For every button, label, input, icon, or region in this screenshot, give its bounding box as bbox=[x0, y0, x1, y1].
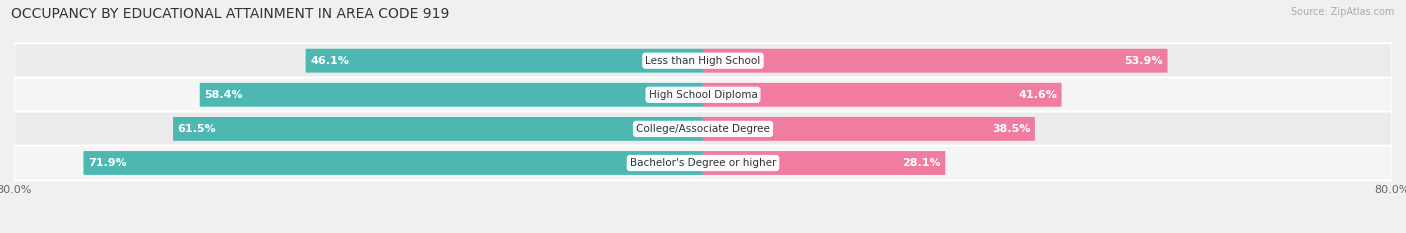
FancyBboxPatch shape bbox=[703, 117, 1035, 141]
Text: 71.9%: 71.9% bbox=[89, 158, 127, 168]
Text: 41.6%: 41.6% bbox=[1018, 90, 1057, 100]
FancyBboxPatch shape bbox=[703, 49, 1167, 73]
Text: College/Associate Degree: College/Associate Degree bbox=[636, 124, 770, 134]
FancyBboxPatch shape bbox=[14, 146, 1392, 180]
Text: Bachelor's Degree or higher: Bachelor's Degree or higher bbox=[630, 158, 776, 168]
FancyBboxPatch shape bbox=[14, 43, 1392, 78]
Text: 28.1%: 28.1% bbox=[903, 158, 941, 168]
FancyBboxPatch shape bbox=[83, 151, 703, 175]
Text: Source: ZipAtlas.com: Source: ZipAtlas.com bbox=[1291, 7, 1395, 17]
Text: OCCUPANCY BY EDUCATIONAL ATTAINMENT IN AREA CODE 919: OCCUPANCY BY EDUCATIONAL ATTAINMENT IN A… bbox=[11, 7, 450, 21]
Text: 53.9%: 53.9% bbox=[1125, 56, 1163, 66]
Text: 58.4%: 58.4% bbox=[204, 90, 243, 100]
Text: 46.1%: 46.1% bbox=[311, 56, 349, 66]
Text: 61.5%: 61.5% bbox=[177, 124, 217, 134]
FancyBboxPatch shape bbox=[703, 83, 1062, 107]
Text: 38.5%: 38.5% bbox=[991, 124, 1031, 134]
FancyBboxPatch shape bbox=[305, 49, 703, 73]
FancyBboxPatch shape bbox=[14, 77, 1392, 112]
Text: Less than High School: Less than High School bbox=[645, 56, 761, 66]
FancyBboxPatch shape bbox=[173, 117, 703, 141]
FancyBboxPatch shape bbox=[703, 151, 945, 175]
FancyBboxPatch shape bbox=[14, 112, 1392, 146]
Text: High School Diploma: High School Diploma bbox=[648, 90, 758, 100]
FancyBboxPatch shape bbox=[200, 83, 703, 107]
